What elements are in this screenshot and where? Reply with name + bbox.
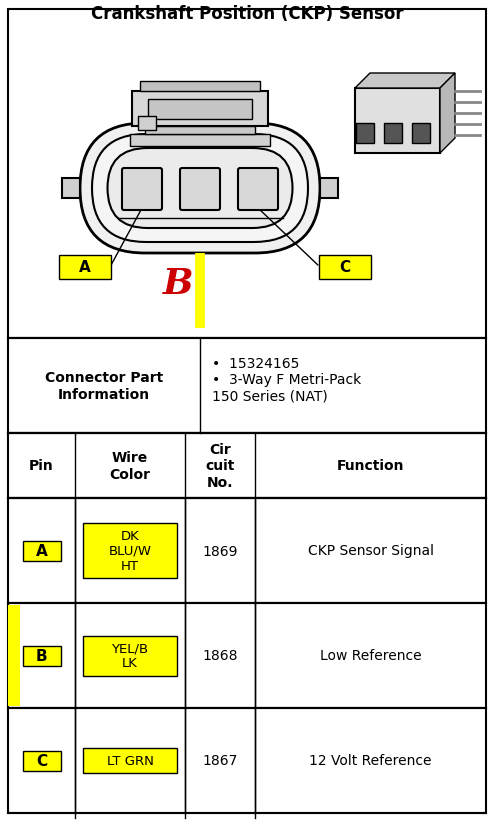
FancyBboxPatch shape (92, 135, 308, 243)
FancyBboxPatch shape (108, 149, 292, 229)
Text: •  3-Way F Metri-Pack
150 Series (NAT): • 3-Way F Metri-Pack 150 Series (NAT) (212, 373, 361, 402)
Bar (355, 89, 440, 154)
Bar (140, 82, 260, 92)
Text: Cir
cuit
No.: Cir cuit No. (206, 443, 235, 489)
Text: CKP Sensor Signal: CKP Sensor Signal (307, 544, 434, 558)
FancyBboxPatch shape (59, 256, 111, 280)
Polygon shape (440, 74, 455, 154)
Text: A: A (36, 543, 47, 558)
Text: LT GRN: LT GRN (107, 754, 154, 767)
Bar (8, 10, 486, 339)
Text: 1868: 1868 (202, 648, 238, 662)
Bar (23, 751, 60, 771)
Text: 1867: 1867 (203, 753, 238, 768)
Bar (83, 636, 177, 676)
Text: Connector Part
Information: Connector Part Information (45, 371, 163, 401)
Text: Function: Function (337, 459, 404, 473)
Bar (23, 541, 60, 561)
Text: A: A (79, 260, 91, 275)
Bar (83, 523, 177, 578)
Text: C: C (339, 260, 351, 275)
Bar (132, 92, 268, 127)
Bar (412, 124, 430, 144)
Bar (8, 708, 486, 813)
Bar (62, 179, 80, 199)
Bar (138, 117, 156, 131)
Bar (8, 605, 20, 706)
Bar (8, 604, 486, 708)
Bar (8, 498, 486, 604)
Bar (8, 434, 486, 498)
Polygon shape (355, 74, 455, 89)
Bar (83, 748, 177, 773)
Bar (8, 339, 486, 434)
Text: C: C (36, 753, 47, 768)
Bar (148, 100, 252, 120)
Text: Low Reference: Low Reference (320, 648, 421, 662)
Bar (130, 135, 270, 147)
FancyBboxPatch shape (319, 256, 371, 280)
Text: Pin: Pin (29, 459, 54, 473)
Bar (145, 127, 255, 135)
Text: YEL/B
LK: YEL/B LK (112, 642, 149, 670)
Text: Crankshaft Position (CKP) Sensor: Crankshaft Position (CKP) Sensor (91, 5, 403, 23)
FancyBboxPatch shape (122, 169, 162, 211)
Text: 1869: 1869 (202, 544, 238, 558)
Bar (320, 179, 338, 199)
Text: B: B (163, 267, 193, 301)
Text: •  15324165: • 15324165 (212, 357, 299, 371)
Bar (356, 124, 374, 144)
Bar (23, 646, 60, 666)
Text: DK
BLU/W
HT: DK BLU/W HT (109, 529, 152, 572)
Text: Wire
Color: Wire Color (110, 451, 151, 481)
Text: 12 Volt Reference: 12 Volt Reference (309, 753, 432, 768)
FancyBboxPatch shape (80, 124, 320, 253)
FancyBboxPatch shape (180, 169, 220, 211)
Text: B: B (36, 648, 47, 663)
FancyBboxPatch shape (238, 169, 278, 211)
Bar (384, 124, 402, 144)
